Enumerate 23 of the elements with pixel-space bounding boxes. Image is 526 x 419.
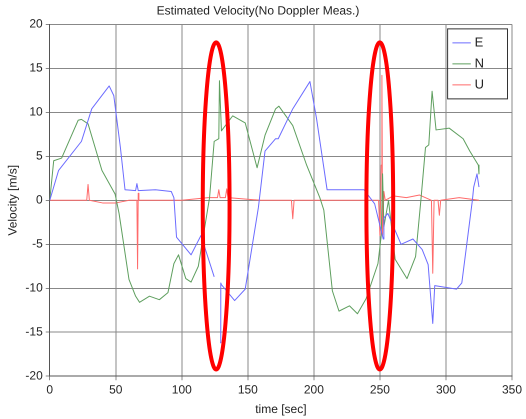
y-tick-label: 0 <box>36 192 44 207</box>
x-tick-label: 350 <box>502 382 522 397</box>
x-tick-label: 150 <box>238 382 258 397</box>
x-axis-title: time [sec] <box>255 402 307 416</box>
y-tick-label: 20 <box>29 16 44 31</box>
y-tick-label: 5 <box>36 148 44 163</box>
y-tick-label: 10 <box>29 104 44 119</box>
x-tick-label: 50 <box>109 382 123 397</box>
x-tick-label: 100 <box>172 382 192 397</box>
x-tick-label: 250 <box>370 382 390 397</box>
legend-label: E <box>474 34 484 50</box>
y-tick-label: -5 <box>32 236 44 251</box>
x-tick-label: 0 <box>46 382 54 397</box>
y-axis-title: Velocity [m/s] <box>6 164 20 236</box>
y-tick-label: -20 <box>25 368 44 383</box>
legend-label: N <box>474 55 484 70</box>
y-tick-label: -15 <box>25 324 44 339</box>
x-tick-label: 300 <box>436 382 456 397</box>
chart-title: Estimated Velocity(No Doppler Meas.) <box>156 4 360 18</box>
x-tick-label: 200 <box>304 382 324 397</box>
legend-label: U <box>474 76 484 92</box>
y-tick-label: -10 <box>25 280 44 295</box>
y-tick-label: 15 <box>29 60 44 75</box>
